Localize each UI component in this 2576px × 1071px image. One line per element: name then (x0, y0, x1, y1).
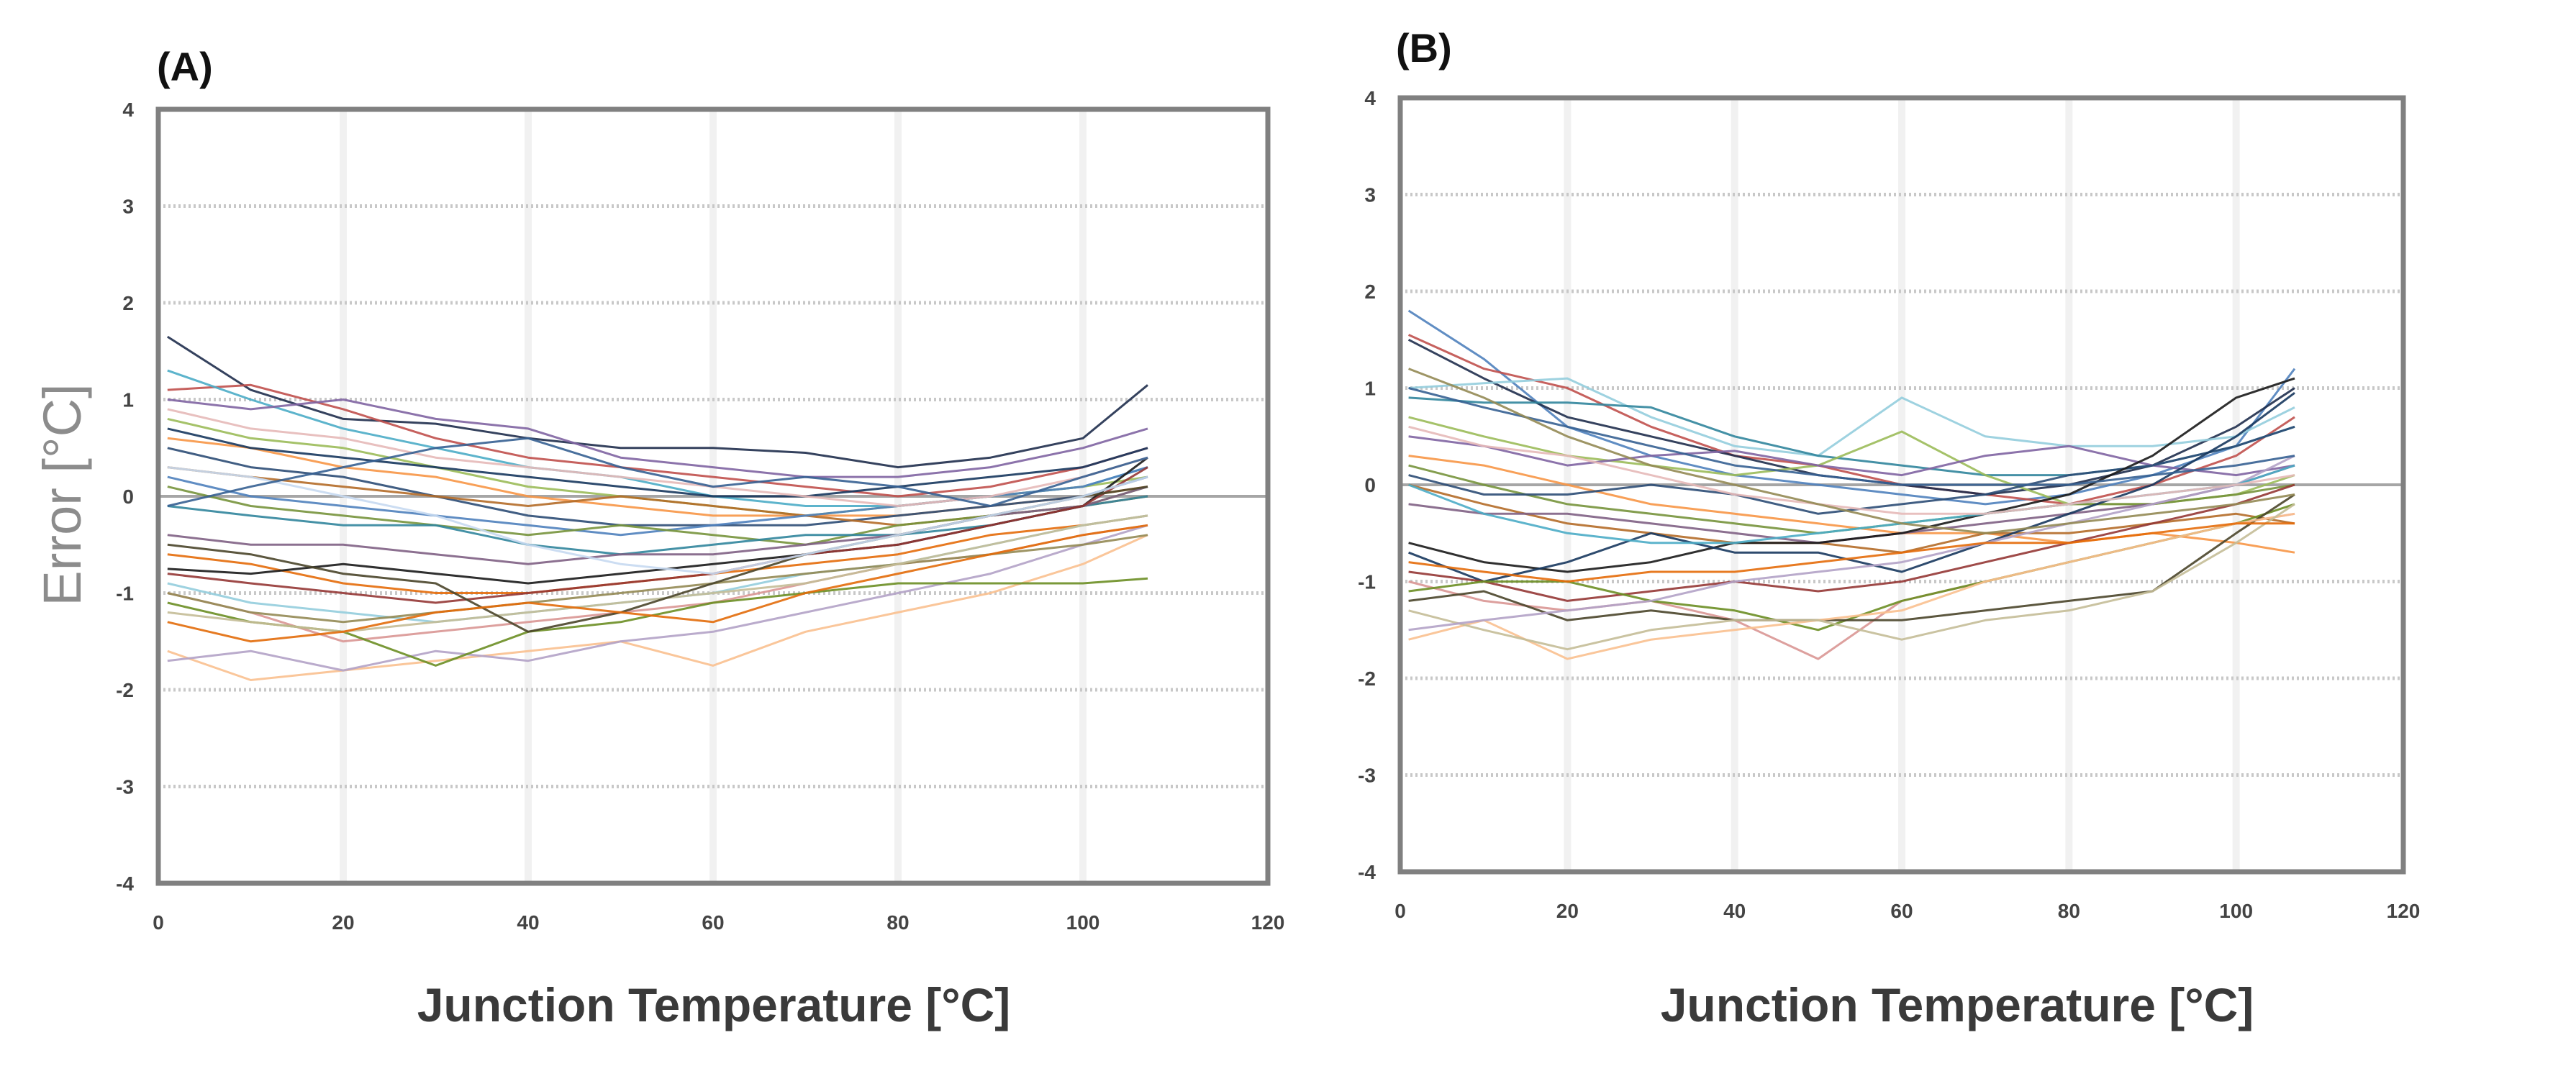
panel-a-series-line-1 (166, 335, 1148, 469)
panel-b-x-axis-label: Junction Temperature [°C] (1661, 978, 2254, 1031)
panel-b-x-tick-label: 40 (1723, 900, 1746, 922)
panel-a-x-tick-label: 100 (1066, 911, 1100, 934)
panel-a-y-tick-label: -2 (116, 679, 134, 701)
panel-b-series-line-24 (1408, 387, 2295, 486)
panel-b-y-tick-label: -4 (1358, 861, 1376, 883)
panel-a-series-line-24 (167, 408, 1148, 507)
panel-a-x-axis-label: Junction Temperature [°C] (417, 978, 1011, 1031)
panel-b-y-tick-label: 3 (1364, 184, 1376, 206)
panel-b-y-tick-label: -3 (1358, 765, 1376, 787)
panel-a-series-line-12 (167, 486, 1148, 565)
panel-a-series-group (166, 335, 1148, 681)
panel-b-label: (B) (1396, 25, 1452, 70)
panel-a-x-tick-label: 40 (517, 911, 539, 934)
panel-a-y-tick-label: 0 (122, 486, 134, 508)
panel-b-x-tick-label: 0 (1394, 900, 1406, 922)
panel-b-x-tick-label: 100 (2219, 900, 2253, 922)
panel-b-series-line-25 (1408, 425, 2295, 515)
panel-a-series-line-4 (167, 398, 1148, 478)
panel-a-x-tick-label: 80 (886, 911, 909, 934)
panel-a-x-tick-label: 60 (702, 911, 724, 934)
panel-b-y-tick-label: -2 (1358, 667, 1376, 690)
panel-b-series-line-26 (1408, 368, 2295, 534)
panel-a-series-line-28 (167, 524, 1148, 643)
panel-b-x-tick-label: 60 (1890, 900, 1913, 922)
panel-b-series-line-18 (1408, 493, 2295, 621)
panel-b-series-line-15 (1408, 483, 2295, 602)
panel-a-label: (A) (157, 44, 213, 89)
panel-b-series-line-14 (1408, 391, 2295, 583)
panel-a-y-tick-label: 1 (122, 389, 134, 411)
panel-b-plot-frame (1397, 95, 2406, 875)
panel-b-series-line-4 (1408, 377, 2295, 457)
panel-a-y-tick-label: 2 (122, 292, 134, 314)
panel-a-series-line-26 (167, 466, 1148, 575)
panel-b-y-tick-label: 1 (1364, 378, 1376, 400)
panel-b-series-line-7 (1408, 435, 2295, 477)
panel-a-y-tick-label: 4 (122, 99, 134, 121)
panel-b-series-line-11 (1408, 483, 2295, 554)
panel-a-series-line-21 (167, 534, 1148, 624)
panel-b-series-line-19 (1408, 512, 2295, 660)
panel-b-series-line-20 (1408, 503, 2295, 651)
panel-b-y-tick-label: 2 (1364, 281, 1376, 303)
panel-a-series-line-15 (167, 466, 1148, 604)
panel-b-y-tick-label: 0 (1364, 474, 1376, 496)
panel-a-y-tick-label: -3 (116, 776, 134, 798)
panel-a-x-tick-label: 0 (153, 911, 164, 934)
panel-b: (B) Junction Temperature [°C] 4 3 2 1 0 -1 -2 -… (1358, 25, 2420, 1031)
panel-a-series-line-19 (167, 524, 1148, 672)
panel-a-y-axis-label: Error [°C] (32, 383, 92, 606)
panel-a-series-line-18 (167, 534, 1148, 681)
panel-b-x-tick-label: 120 (2387, 900, 2421, 922)
panel-a-series-line-7 (167, 447, 1148, 527)
panel-a-series-line-27 (167, 437, 1148, 507)
panel-b-series-line-21 (1408, 455, 2295, 632)
panel-a-x-tick-label: 20 (332, 911, 354, 934)
panel-a-y-tick-label: 3 (122, 196, 134, 218)
panel-a-series-line-2 (167, 383, 1148, 498)
panel-a-plot-frame (155, 106, 1271, 886)
panel-b-x-tick-label: 80 (2058, 900, 2080, 922)
panel-b-series-group (1407, 309, 2296, 660)
panel-b-y-tick-label: 4 (1364, 87, 1376, 109)
panel-a-x-tick-label: 120 (1251, 911, 1285, 934)
panel-b-series-line-1 (1407, 309, 2296, 506)
panel-a: (A) Error [°C] Junction Temperature [°C]… (32, 44, 1284, 1031)
panel-a-series-line-23 (167, 427, 1148, 498)
panel-b-y-tick-label: -1 (1358, 571, 1376, 593)
panel-b-series-line-23 (1408, 522, 2295, 583)
panel-b-series-line-2 (1407, 334, 2295, 506)
panel-b-series-line-13 (1408, 377, 2295, 573)
panel-a-y-tick-label: -1 (116, 583, 134, 605)
panel-a-y-tick-label: -4 (116, 872, 134, 895)
panel-b-x-tick-label: 20 (1556, 900, 1579, 922)
